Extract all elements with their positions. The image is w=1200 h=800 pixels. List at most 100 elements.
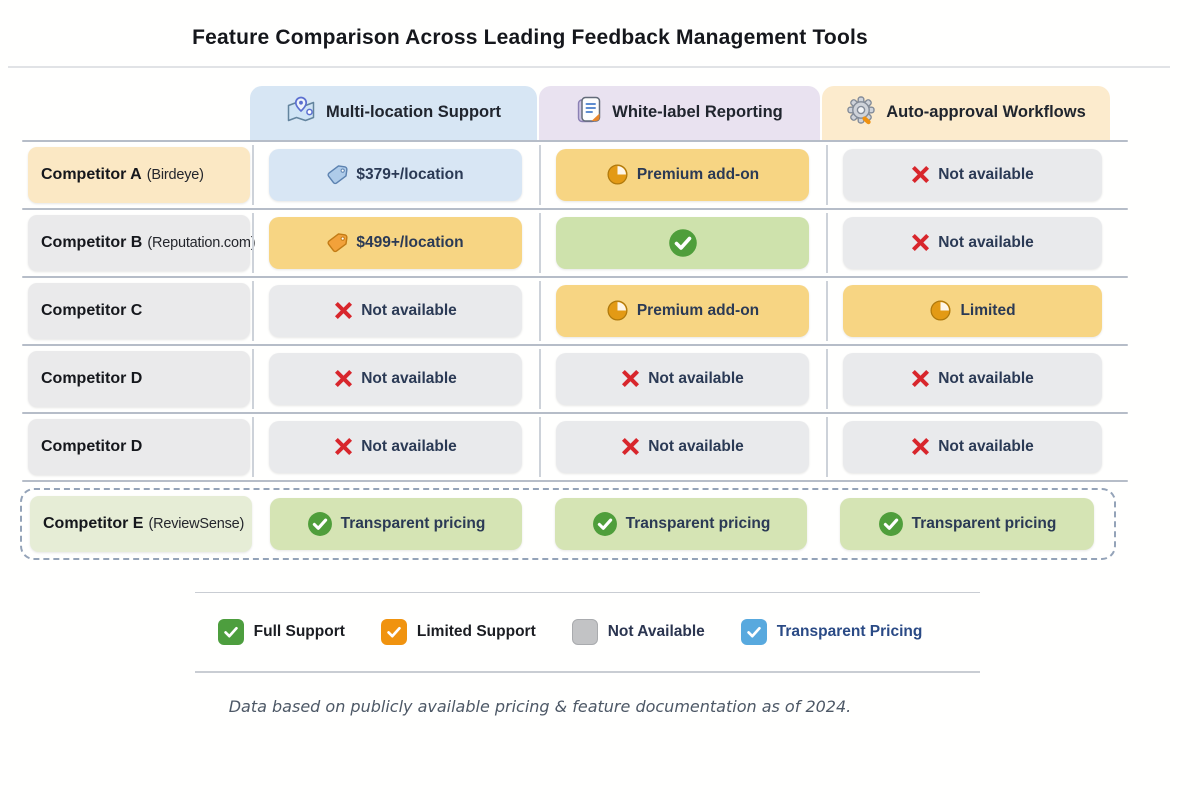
cell-text: Not available <box>938 233 1034 251</box>
feature-cell: Not available <box>828 148 1117 201</box>
cell-text: Limited <box>960 301 1016 319</box>
feature-cell <box>541 216 824 269</box>
legend-item-limited-support: Limited Support <box>380 619 536 645</box>
column-separator <box>252 212 254 273</box>
column-separator <box>826 144 828 205</box>
column-separator <box>539 144 541 205</box>
status-badge-premium: Premium add-on <box>556 148 809 201</box>
feature-cell: Not available <box>828 352 1117 405</box>
feature-cell: Not available <box>828 420 1117 473</box>
status-badge-premium: Premium add-on <box>556 284 809 337</box>
column-header-label: Auto-approval Workflows <box>886 103 1086 121</box>
column-separator <box>252 416 254 477</box>
footnote: Data based on publicly available pricing… <box>228 696 852 716</box>
competitor-label: Competitor E (ReviewSense) <box>30 495 252 552</box>
column-separator <box>252 348 254 409</box>
price-tag-icon <box>327 232 348 253</box>
status-badge-not-available: Not available <box>843 420 1102 473</box>
column-separator <box>252 280 254 341</box>
cell-text: $499+/location <box>356 233 464 251</box>
feature-cell: Not available <box>828 216 1117 269</box>
feature-cell: Transparent pricing <box>255 497 537 550</box>
status-badge-not-available: Not available <box>269 420 522 473</box>
cell-text: Not available <box>938 437 1034 455</box>
page-title: Feature Comparison Across Leading Feedba… <box>192 26 868 49</box>
table-row: Competitor C Not available Prem <box>0 280 1200 341</box>
column-header-label: White-label Reporting <box>612 103 783 121</box>
row-divider <box>22 275 1128 278</box>
check-circle-icon <box>878 511 904 537</box>
status-badge-pricing: $499+/location <box>269 216 522 269</box>
x-icon <box>911 437 930 456</box>
title-divider <box>8 66 1170 68</box>
feature-cell: Premium add-on <box>541 284 824 337</box>
competitor-label: Competitor C <box>28 282 250 339</box>
status-badge-transparent-pricing: Transparent pricing <box>840 497 1094 550</box>
column-separator <box>539 212 541 273</box>
feature-cell: Not available <box>254 352 537 405</box>
x-icon <box>334 301 353 320</box>
status-badge-not-available: Not available <box>269 284 522 337</box>
legend-item-not-available: Not Available <box>571 619 705 645</box>
cell-text: Not available <box>648 369 744 387</box>
pie-icon <box>606 299 629 322</box>
map-pin-icon <box>286 96 316 129</box>
column-separator <box>252 144 254 205</box>
legend: Full Support Limited Support Not Availab… <box>0 593 1140 671</box>
legend-item-full-support: Full Support <box>217 619 345 645</box>
square-icon <box>571 619 598 645</box>
competitor-label: Competitor D <box>28 418 250 475</box>
header-spacer <box>0 86 250 140</box>
legend-label: Limited Support <box>416 623 536 640</box>
table-row: Competitor A (Birdeye) $379+/location <box>0 144 1200 205</box>
table-row: Competitor B (Reputation.com) $499+/loca… <box>0 212 1200 273</box>
column-separator <box>826 348 828 409</box>
gear-icon <box>846 95 876 130</box>
legend-label: Transparent Pricing <box>776 623 923 640</box>
status-badge-full-support <box>556 216 809 269</box>
cell-text: Not available <box>361 301 457 319</box>
table-header-row: Multi-location Support White-label Repor… <box>0 85 1200 140</box>
row-divider <box>22 207 1128 210</box>
row-divider <box>22 343 1128 346</box>
cell-text: Not available <box>361 437 457 455</box>
column-header-white-label: White-label Reporting <box>539 85 820 140</box>
x-icon <box>911 165 930 184</box>
x-icon <box>911 233 930 252</box>
x-icon <box>621 369 640 388</box>
check-circle-icon <box>307 511 333 537</box>
cell-text: Premium add-on <box>636 301 760 319</box>
feature-cell: Not available <box>254 284 537 337</box>
x-icon <box>334 437 353 456</box>
status-badge-limited: Limited <box>843 284 1102 337</box>
cell-text: Not available <box>938 165 1034 183</box>
legend-label: Not Available <box>607 623 705 640</box>
table-row: Competitor D Not available Not available <box>0 416 1200 477</box>
status-badge-not-available: Not available <box>556 420 809 473</box>
feature-cell: Transparent pricing <box>540 497 822 550</box>
row-divider <box>22 479 1128 482</box>
competitor-label: Competitor B (Reputation.com) <box>28 214 256 271</box>
cell-text: Not available <box>648 437 744 455</box>
feature-cell: Premium add-on <box>541 148 824 201</box>
status-badge-not-available: Not available <box>556 352 809 405</box>
status-badge-not-available: Not available <box>269 352 522 405</box>
feature-cell: $499+/location <box>254 216 537 269</box>
x-icon <box>911 369 930 388</box>
feature-cell: Not available <box>541 352 824 405</box>
cell-text: Transparent pricing <box>911 514 1057 532</box>
cell-text: Transparent pricing <box>340 514 486 532</box>
highlighted-row-competitor-e: Competitor E (ReviewSense) Transparent p… <box>20 487 1116 560</box>
column-separator <box>539 416 541 477</box>
legend-divider-top <box>195 591 980 593</box>
pie-icon <box>606 163 629 186</box>
check-square-icon <box>740 619 767 645</box>
legend-divider-bottom <box>195 671 980 673</box>
cell-text: $379+/location <box>356 165 464 183</box>
feature-cell: Limited <box>828 284 1117 337</box>
pie-icon <box>929 299 952 322</box>
row-divider <box>22 411 1128 414</box>
status-badge-not-available: Not available <box>843 352 1102 405</box>
column-separator <box>539 280 541 341</box>
price-tag-icon <box>327 164 348 185</box>
